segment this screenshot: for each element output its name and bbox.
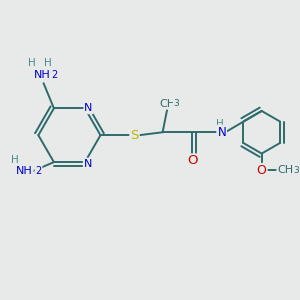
Text: S: S <box>130 129 139 142</box>
Text: 2: 2 <box>35 166 42 176</box>
Text: N: N <box>84 103 93 113</box>
Text: N: N <box>84 159 92 169</box>
Text: N: N <box>218 126 226 139</box>
Text: H: H <box>28 58 36 68</box>
Text: CH: CH <box>277 165 293 176</box>
Text: CH: CH <box>159 99 175 109</box>
Text: O: O <box>257 164 267 177</box>
Text: H: H <box>216 119 224 129</box>
Text: 3: 3 <box>174 99 179 108</box>
Text: O: O <box>187 154 197 167</box>
Text: 2: 2 <box>52 70 58 80</box>
Text: H: H <box>11 155 19 165</box>
Text: NH: NH <box>16 166 33 176</box>
Text: 3: 3 <box>293 166 299 175</box>
Text: NH: NH <box>34 70 50 80</box>
Text: H: H <box>44 58 52 68</box>
